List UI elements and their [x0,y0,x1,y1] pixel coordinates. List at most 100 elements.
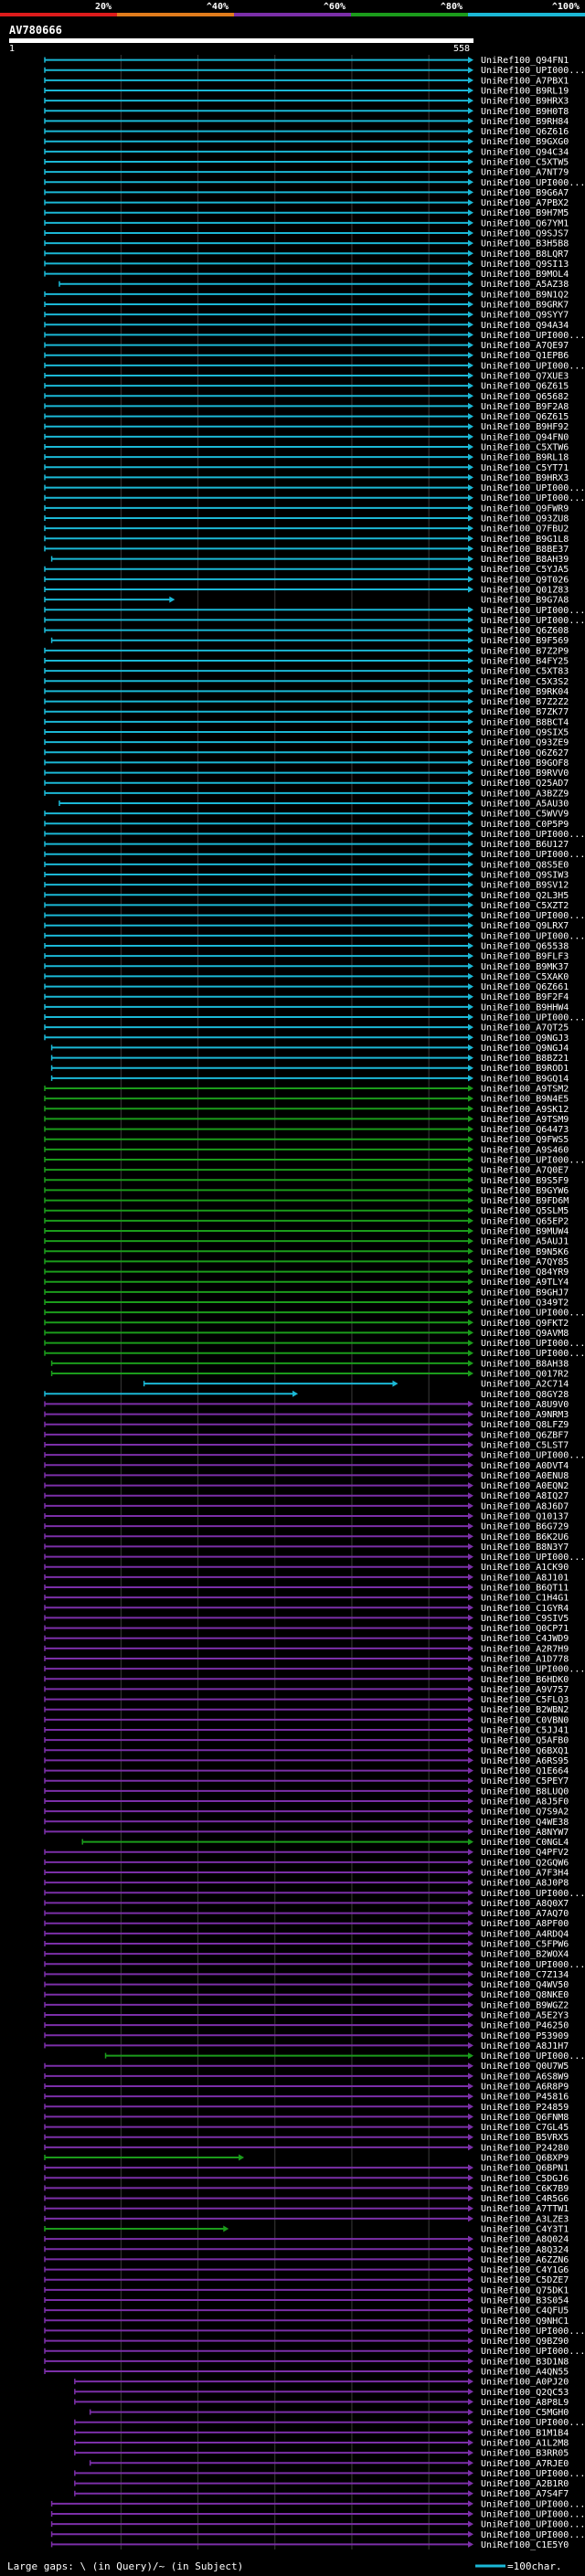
hit-label[interactable]: UniRef100_B9F2F4 [481,992,569,1002]
hit-label[interactable]: UniRef100_B9MOL4 [481,270,569,280]
hit-row[interactable]: UniRef100_B1M1B4 [74,2428,569,2438]
hit-row[interactable]: UniRef100_UPI000... [44,931,585,941]
hit-row[interactable]: UniRef100_B7Z2P9 [44,646,569,656]
hit-row[interactable]: UniRef100_A8NYW7 [44,1828,569,1838]
hit-label[interactable]: UniRef100_Q8GY28 [481,1390,569,1400]
hit-label[interactable]: UniRef100_B9HF92 [481,422,569,432]
hit-label[interactable]: UniRef100_A5E2Y3 [481,2011,569,2021]
hit-label[interactable]: UniRef100_UPI000... [481,2418,585,2428]
hit-row[interactable]: UniRef100_UPI000... [44,361,585,371]
hit-row[interactable]: UniRef100_Q93ZU8 [44,514,569,525]
hit-row[interactable]: UniRef100_UPI000... [44,1960,585,1970]
hit-label[interactable]: UniRef100_C1GYR4 [481,1604,569,1614]
hit-row[interactable]: UniRef100_B9N5K6 [44,1247,569,1257]
hit-label[interactable]: UniRef100_Q84YR9 [481,1267,569,1277]
hit-label[interactable]: UniRef100_C5YT71 [481,463,569,473]
hit-row[interactable]: UniRef100_P46250 [44,2021,569,2031]
hit-row[interactable]: UniRef100_B9H7M5 [44,208,569,218]
hit-label[interactable]: UniRef100_A8PF00 [481,1919,569,1929]
hit-label[interactable]: UniRef100_B3H5B8 [481,239,569,249]
hit-label[interactable]: UniRef100_C7GL45 [481,2123,569,2133]
hit-label[interactable]: UniRef100_C5XT83 [481,667,569,677]
hit-row[interactable]: UniRef100_UPI000... [44,830,585,840]
hit-row[interactable]: UniRef100_A7QE97 [44,341,569,351]
hit-label[interactable]: UniRef100_Q7S9A2 [481,1807,569,1818]
hit-row[interactable]: UniRef100_UPI000... [50,2530,585,2540]
hit-row[interactable]: UniRef100_B9GOF8 [44,758,569,769]
hit-label[interactable]: UniRef100_Q9LRX7 [481,921,569,931]
hit-label[interactable]: UniRef100_UPI000... [481,850,585,860]
hit-label[interactable]: UniRef100_UPI000... [481,2510,585,2520]
hit-label[interactable]: UniRef100_UPI000... [481,1451,585,1461]
hit-row[interactable]: UniRef100_B9F569 [50,636,569,646]
hit-label[interactable]: UniRef100_B9GRK7 [481,301,569,311]
hit-label[interactable]: UniRef100_P45816 [481,2093,569,2103]
hit-row[interactable]: UniRef100_A8J1H7 [44,2041,569,2051]
hit-label[interactable]: UniRef100_A6S8W9 [481,2072,569,2082]
hit-label[interactable]: UniRef100_C4QFU5 [481,2306,569,2316]
hit-label[interactable]: UniRef100_B9GYW6 [481,1186,569,1196]
hit-label[interactable]: UniRef100_B1M1B4 [481,2428,569,2438]
hit-row[interactable]: UniRef100_C5XAK0 [44,972,569,982]
hit-row[interactable]: UniRef100_Q7XUE3 [44,372,569,382]
hit-row[interactable]: UniRef100_A0EQN2 [44,1481,569,1491]
hit-label[interactable]: UniRef100_B9GOF8 [481,758,569,769]
hit-label[interactable]: UniRef100_B9H7M5 [481,208,569,218]
hit-label[interactable]: UniRef100_A7NT79 [481,168,569,178]
hit-row[interactable]: UniRef100_UPI000... [44,66,585,76]
hit-label[interactable]: UniRef100_Q65682 [481,392,569,402]
hit-label[interactable]: UniRef100_Q9SJS7 [481,229,569,239]
hit-label[interactable]: UniRef100_Q10137 [481,1512,569,1522]
hit-label[interactable]: UniRef100_UPI000... [481,1960,585,1970]
hit-label[interactable]: UniRef100_B9G6A7 [481,188,569,198]
hit-label[interactable]: UniRef100_B9FLF3 [481,952,569,962]
hit-label[interactable]: UniRef100_A2C714 [481,1380,569,1390]
hit-row[interactable]: UniRef100_C4JWD9 [44,1634,569,1644]
hit-row[interactable]: UniRef100_Q0U7W5 [44,2062,569,2072]
hit-row[interactable]: UniRef100_B9FLF3 [44,952,569,962]
hit-label[interactable]: UniRef100_B9SV12 [481,881,569,891]
hit-row[interactable]: UniRef100_C5LST7 [44,1441,569,1451]
hit-row[interactable]: UniRef100_C5MGH0 [89,2408,569,2418]
hit-row[interactable]: UniRef100_B9GYW6 [44,1186,569,1196]
hit-row[interactable]: UniRef100_A7RJE0 [89,2459,569,2469]
hit-label[interactable]: UniRef100_B7Z2Z2 [481,697,569,707]
hit-row[interactable]: UniRef100_UPI000... [44,331,585,341]
hit-row[interactable]: UniRef100_Q9AVM8 [44,1329,569,1339]
hit-label[interactable]: UniRef100_A5AU30 [481,800,569,810]
hit-label[interactable]: UniRef100_UPI000... [481,616,585,626]
hit-row[interactable]: UniRef100_C4Y3T1 [44,2225,569,2235]
hit-row[interactable]: UniRef100_Q9FWR9 [44,504,569,514]
hit-row[interactable]: UniRef100_B9HHW4 [44,1002,569,1012]
hit-label[interactable]: UniRef100_B5VRX5 [481,2133,569,2143]
hit-label[interactable]: UniRef100_A8P8L9 [481,2398,569,2408]
hit-row[interactable]: UniRef100_A8P8L9 [74,2398,569,2408]
hit-row[interactable]: UniRef100_A2R7H9 [44,1644,569,1654]
hit-label[interactable]: UniRef100_Q6Z608 [481,626,569,636]
hit-row[interactable]: UniRef100_A4QN55 [44,2368,569,2378]
hit-label[interactable]: UniRef100_B9HRX3 [481,473,569,483]
hit-label[interactable]: UniRef100_A1D778 [481,1655,569,1665]
hit-row[interactable]: UniRef100_Q6ZBF7 [44,1430,569,1440]
hit-row[interactable]: UniRef100_B8BE37 [44,545,569,555]
hit-row[interactable]: UniRef100_A0DVT4 [44,1461,569,1471]
hit-row[interactable]: UniRef100_B9RL19 [44,87,569,97]
hit-label[interactable]: UniRef100_B9HRX3 [481,97,569,107]
hit-label[interactable]: UniRef100_UPI000... [481,1339,585,1349]
hit-row[interactable]: UniRef100_A9TSM2 [44,1085,569,1095]
hit-label[interactable]: UniRef100_UPI000... [481,1665,585,1675]
hit-row[interactable]: UniRef100_UPI000... [44,1013,585,1023]
hit-row[interactable]: UniRef100_UPI000... [44,911,585,921]
hit-label[interactable]: UniRef100_A5AZ38 [481,280,569,290]
hit-row[interactable]: UniRef100_B9G6A7 [44,188,569,198]
hit-row[interactable]: UniRef100_B3H5B8 [44,239,569,249]
hit-row[interactable]: UniRef100_B6U127 [44,840,569,850]
hit-row[interactable]: UniRef100_UPI000... [44,1451,585,1461]
hit-row[interactable]: UniRef100_B9S5F9 [44,1176,569,1186]
hit-row[interactable]: UniRef100_Q4WV50 [44,1980,569,1990]
hit-row[interactable]: UniRef100_Q94FN0 [44,432,569,442]
hit-row[interactable]: UniRef100_Q9T026 [44,575,569,585]
hit-label[interactable]: UniRef100_C5FPW6 [481,1940,569,1950]
hit-label[interactable]: UniRef100_B8BZ21 [481,1054,569,1064]
hit-label[interactable]: UniRef100_Q94C34 [481,147,569,157]
